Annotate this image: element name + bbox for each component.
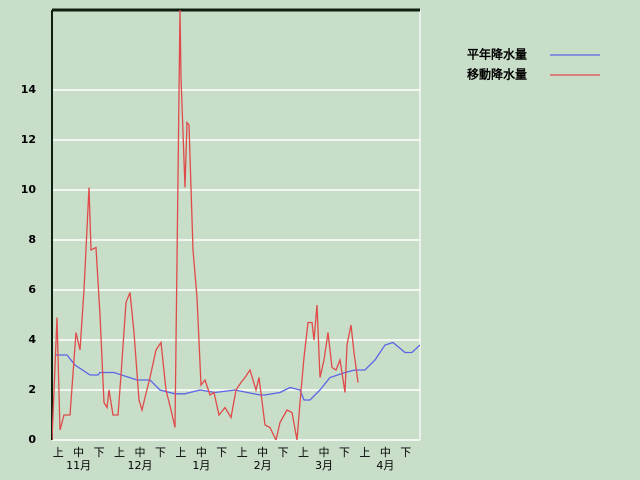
y-tick-label: 0 [28,433,36,446]
x-tick-label: 下 [155,446,166,459]
x-tick-label: 上 [175,446,186,459]
y-tick-label: 6 [28,283,36,296]
month-label: 11月 [66,459,91,472]
x-tick-label: 上 [114,446,125,459]
x-tick-label: 下 [339,446,350,459]
month-label: 1月 [192,459,210,472]
x-tick-label: 上 [53,446,64,459]
month-label: 3月 [315,459,333,472]
month-label: 2月 [254,459,272,472]
y-tick-label: 8 [28,233,36,246]
x-tick-label: 下 [400,446,411,459]
month-label: 12月 [128,459,153,472]
data-line [56,341,420,401]
x-tick-label: 上 [237,446,248,459]
x-tick-label: 上 [298,446,309,459]
y-tick-label: 2 [28,383,36,396]
x-tick-label: 上 [359,446,370,459]
y-tick-label: 12 [21,133,36,146]
legend-label: 移動降水量 [467,67,527,82]
x-tick-label: 下 [216,446,227,459]
x-tick-label: 中 [73,446,84,459]
x-tick-label: 中 [380,446,391,459]
x-tick-label: 中 [135,446,146,459]
y-tick-label: 10 [21,183,37,196]
x-tick-label: 下 [278,446,289,459]
data-line [52,10,359,440]
month-label: 4月 [376,459,394,472]
y-tick-label: 14 [21,83,37,96]
x-tick-label: 中 [257,446,268,459]
x-tick-label: 中 [319,446,330,459]
legend-label: 平年降水量 [467,47,527,62]
y-tick-label: 4 [28,333,36,346]
x-tick-label: 下 [94,446,105,459]
x-tick-label: 中 [196,446,207,459]
